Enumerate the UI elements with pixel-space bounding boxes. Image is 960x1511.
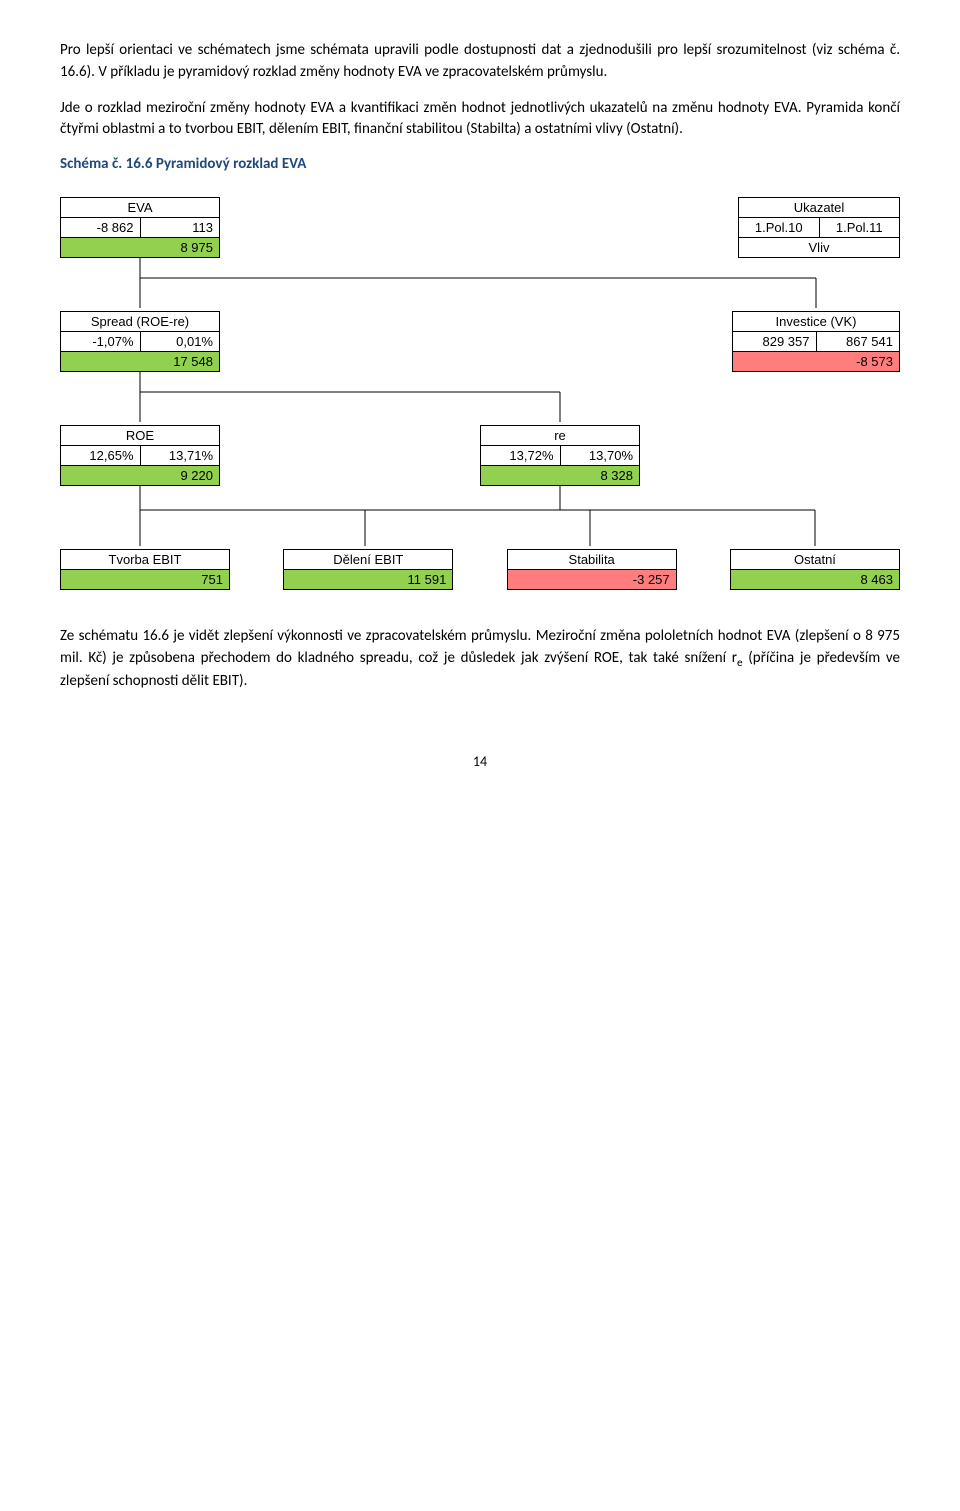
deleni-bottom: 11 591 (284, 570, 453, 590)
re-title: re (481, 426, 640, 446)
legend-title: Ukazatel (739, 198, 900, 218)
spread-left: -1,07% (61, 332, 141, 352)
legend-bottom: Vliv (739, 238, 900, 258)
deleni-title: Dělení EBIT (284, 550, 453, 570)
inv-right: 867 541 (816, 332, 900, 352)
spread-title: Spread (ROE-re) (61, 312, 220, 332)
stab-title: Stabilita (507, 550, 676, 570)
paragraph-3: Ze schématu 16.6 je vidět zlepšení výkon… (60, 626, 900, 693)
node-tvorba-ebit: Tvorba EBIT 751 (60, 549, 230, 590)
ost-title: Ostatní (730, 550, 899, 570)
inv-left: 829 357 (733, 332, 817, 352)
spread-right: 0,01% (140, 332, 219, 352)
legend-right: 1.Pol.11 (819, 218, 900, 238)
paragraph-1: Pro lepší orientaci ve schématech jsme s… (60, 40, 900, 84)
diagram-row-2: Spread (ROE-re) -1,07% 0,01% 17 548 Inve… (60, 311, 900, 372)
diagram-row-4: Tvorba EBIT 751 Dělení EBIT 11 591 Stabi… (60, 549, 900, 590)
roe-bottom: 9 220 (61, 466, 220, 486)
schema-title: Schéma č. 16.6 Pyramidový rozklad EVA (60, 155, 900, 173)
tvorba-title: Tvorba EBIT (61, 550, 230, 570)
stab-bottom: -3 257 (507, 570, 676, 590)
inv-bottom: -8 573 (733, 352, 900, 372)
pyramid-diagram: EVA -8 862 113 8 975 Ukazatel 1.Pol.10 1… (60, 197, 900, 590)
re-bottom: 8 328 (481, 466, 640, 486)
eva-title: EVA (61, 198, 220, 218)
roe-right: 13,71% (140, 446, 220, 466)
tvorba-bottom: 751 (61, 570, 230, 590)
roe-left: 12,65% (61, 446, 141, 466)
node-legend: Ukazatel 1.Pol.10 1.Pol.11 Vliv (738, 197, 900, 258)
node-re: re 13,72% 13,70% 8 328 (480, 425, 640, 486)
eva-right: 113 (140, 218, 220, 238)
re-right: 13,70% (560, 446, 640, 466)
connector-1 (60, 258, 900, 308)
node-roe: ROE 12,65% 13,71% 9 220 (60, 425, 220, 486)
paragraph-2: Jde o rozklad meziroční změny hodnoty EV… (60, 98, 900, 142)
roe-title: ROE (61, 426, 220, 446)
re-left: 13,72% (481, 446, 561, 466)
connector-3 (60, 486, 900, 546)
legend-left: 1.Pol.10 (739, 218, 820, 238)
ost-bottom: 8 463 (730, 570, 899, 590)
eva-bottom: 8 975 (61, 238, 220, 258)
eva-left: -8 862 (61, 218, 141, 238)
diagram-row-1: EVA -8 862 113 8 975 Ukazatel 1.Pol.10 1… (60, 197, 900, 258)
inv-title: Investice (VK) (733, 312, 900, 332)
node-stabilita: Stabilita -3 257 (507, 549, 677, 590)
spread-bottom: 17 548 (61, 352, 220, 372)
node-investice: Investice (VK) 829 357 867 541 -8 573 (732, 311, 900, 372)
node-eva: EVA -8 862 113 8 975 (60, 197, 220, 258)
diagram-row-3: ROE 12,65% 13,71% 9 220 re 13,72% 13,70%… (60, 425, 900, 486)
connector-2 (60, 372, 900, 422)
node-ostatni: Ostatní 8 463 (730, 549, 900, 590)
node-spread: Spread (ROE-re) -1,07% 0,01% 17 548 (60, 311, 220, 372)
node-deleni-ebit: Dělení EBIT 11 591 (283, 549, 453, 590)
page-number: 14 (60, 753, 900, 770)
